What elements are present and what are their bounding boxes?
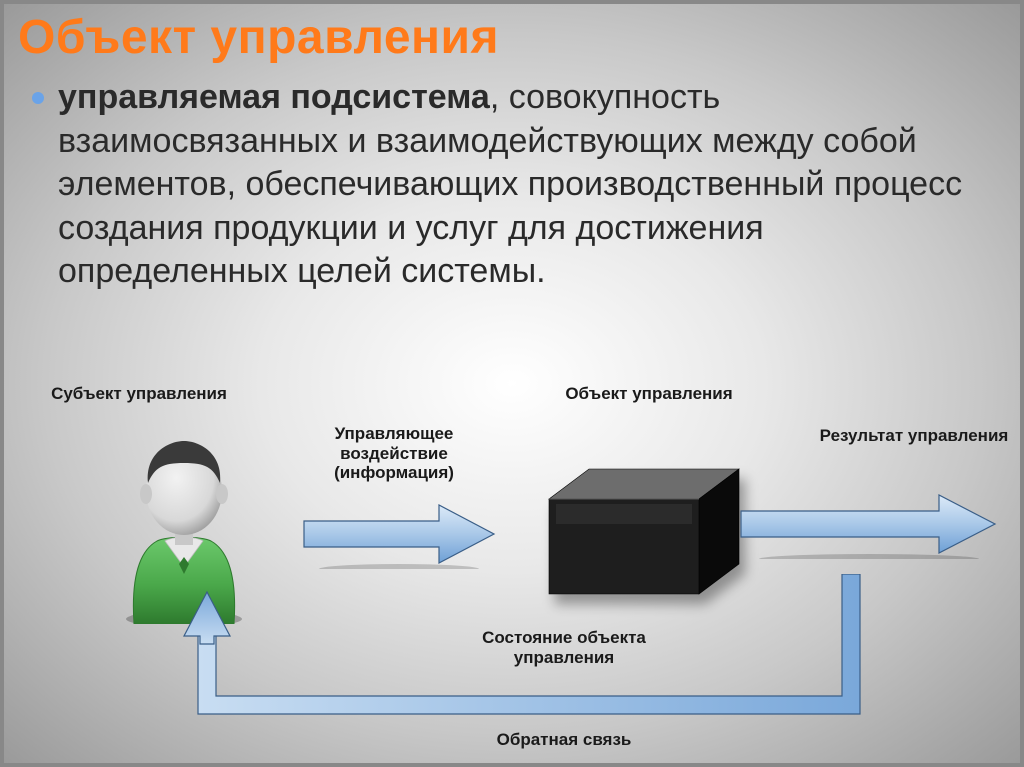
label-control-l2: воздействие — [340, 444, 448, 463]
label-object: Объект управления — [539, 384, 759, 404]
arrow-feedback-icon — [154, 574, 864, 734]
label-subject: Субъект управления — [24, 384, 254, 404]
arrow-control-icon — [299, 499, 499, 569]
bullet-block: управляемая подсистема, совокупность вза… — [32, 76, 982, 294]
bullet-dot-icon — [32, 92, 44, 104]
diagram: Субъект управления Объект управления Упр… — [4, 374, 1024, 754]
slide-title: Объект управления — [18, 10, 499, 65]
bullet-bold: управляемая подсистема — [58, 78, 490, 116]
arrow-result-icon — [739, 489, 999, 559]
label-result: Результат управления — [799, 426, 1024, 446]
bullet-row: управляемая подсистема, совокупность вза… — [32, 76, 982, 294]
bullet-text: управляемая подсистема, совокупность вза… — [58, 76, 982, 294]
slide-container: Объект управления управляемая подсистема… — [0, 0, 1024, 767]
label-control-l3: (информация) — [334, 463, 454, 482]
label-control-l1: Управляющее — [335, 424, 454, 443]
label-control-action: Управляющее воздействие (информация) — [289, 424, 499, 483]
